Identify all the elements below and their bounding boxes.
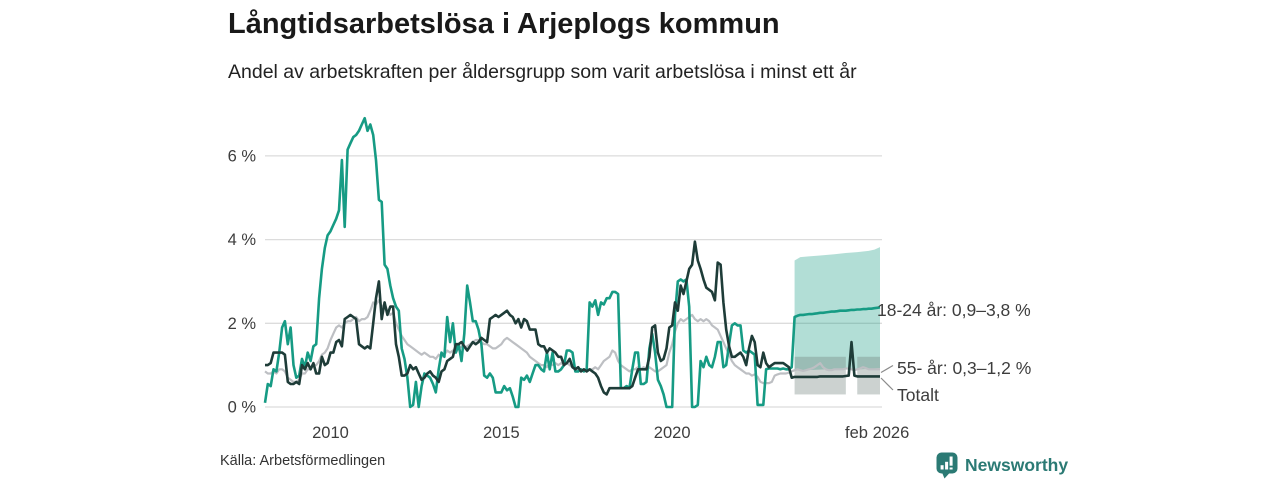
page-title: Långtidsarbetslösa i Arjeplogs kommun: [228, 8, 780, 40]
series-line-total: [264, 299, 880, 385]
y-tick-label: 0 %: [228, 399, 257, 417]
newsworthy-bars-icon: [936, 452, 958, 479]
brand-logo: Newsworthy: [936, 452, 1068, 479]
label-leader-line: [880, 364, 894, 374]
line-chart: 0 % 2 % 4 % 6 % 2010 2015 2020 feb 2026 18-24 år…: [228, 116, 1031, 442]
series-end-label: 55- år: 0,3–1,2 %: [897, 358, 1031, 378]
y-tick-label: 2 %: [228, 315, 257, 333]
source-note: Källa: Arbetsförmedlingen: [220, 453, 386, 469]
x-tick-label: 2020: [654, 424, 691, 442]
series-line-youth: [263, 116, 881, 409]
y-tick-label: 6 %: [228, 147, 257, 165]
y-tick-label: 4 %: [228, 231, 257, 249]
forecast-band-youth: [794, 247, 880, 371]
label-leader-line: [880, 377, 894, 391]
brand-name: Newsworthy: [965, 455, 1069, 475]
series-end-label: 18-24 år: 0,9–3,8 %: [877, 300, 1031, 320]
x-tick-label: 2010: [312, 424, 349, 442]
x-tick-label: 2015: [483, 424, 520, 442]
series-end-label: Totalt: [897, 385, 939, 405]
chart-subtitle: Andel av arbetskraften per åldersgrupp s…: [228, 61, 857, 83]
series-line-senior: [265, 240, 880, 396]
x-tick-label: feb 2026: [845, 424, 909, 442]
